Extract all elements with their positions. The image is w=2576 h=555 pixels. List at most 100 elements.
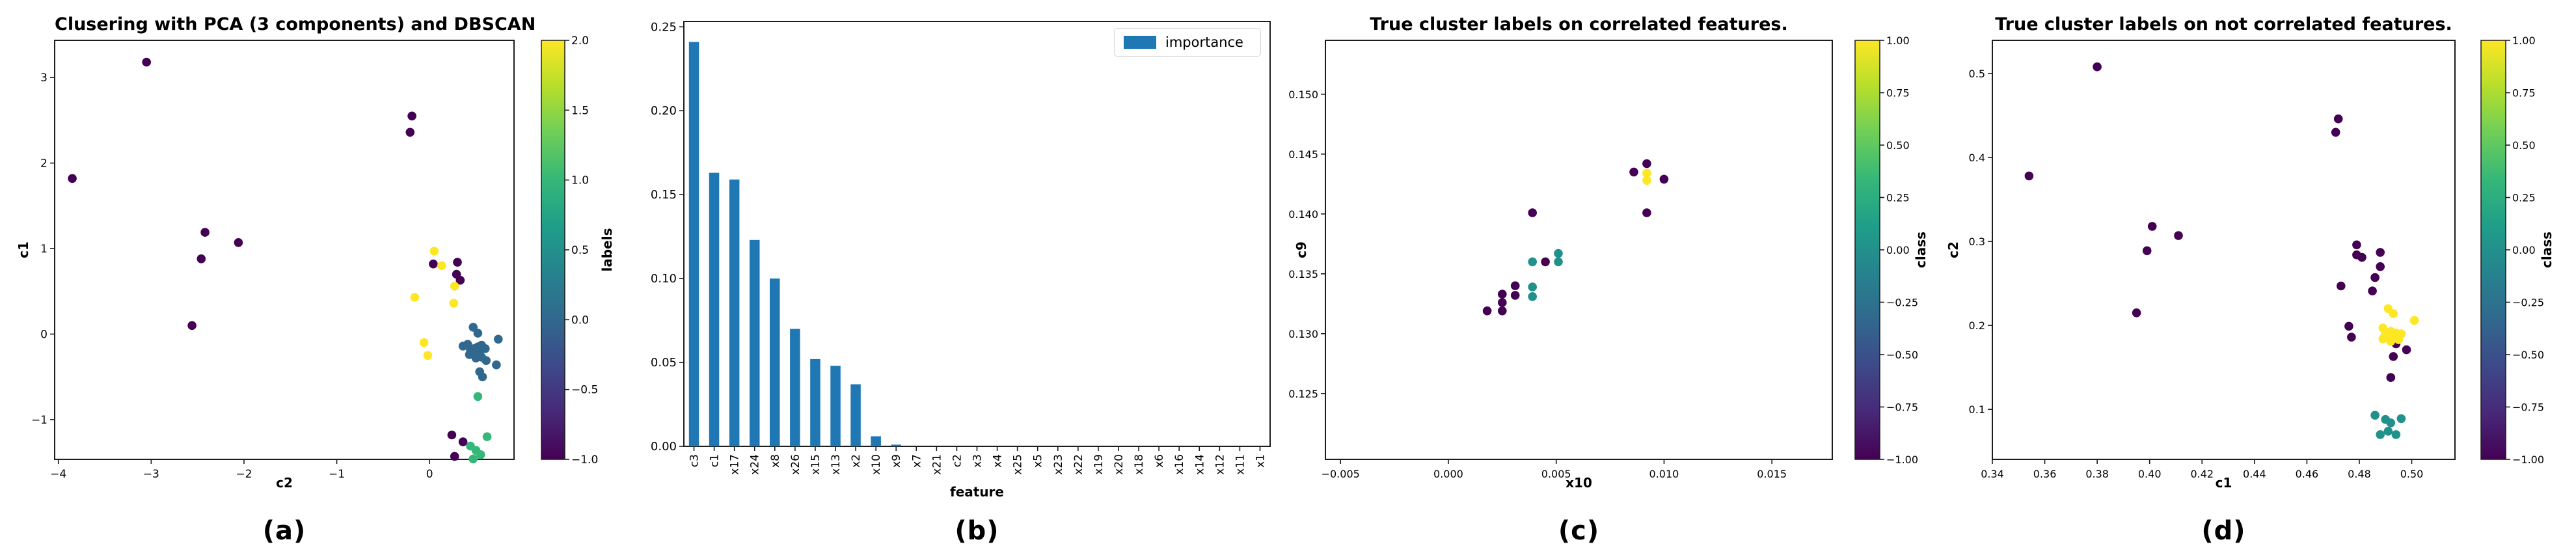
x-tick-label: x6 <box>1153 454 1166 468</box>
scatter-point <box>447 430 457 440</box>
bar <box>830 366 841 446</box>
y-axis-label-d: c2 <box>1946 241 1961 258</box>
scatter-point <box>1642 159 1651 169</box>
x-tick-label: x8 <box>769 454 782 468</box>
scatter-point <box>2386 418 2396 427</box>
scatter-point <box>492 360 501 370</box>
scatter-point <box>2147 222 2157 231</box>
scatter-point <box>2142 246 2152 256</box>
scatter-point <box>2347 332 2356 342</box>
scatter-point <box>478 372 487 381</box>
colorbar-tick-label: 0.50 <box>1886 139 1910 152</box>
x-axis-label-b: feature <box>950 484 1004 500</box>
colorbar-tick-label: −0.50 <box>2512 349 2544 361</box>
x-tick-label: x5 <box>1032 454 1045 468</box>
x-tick-label: x20 <box>1113 454 1126 475</box>
plot-border <box>54 40 515 460</box>
x-tick-label: x18 <box>1133 454 1146 475</box>
scatter-point <box>2396 414 2406 424</box>
x-tick-label: 0.36 <box>2033 468 2057 480</box>
x-axis-label-c: x10 <box>1566 475 1592 491</box>
scatter-point <box>1528 292 1537 301</box>
chart-title-a: Clusering with PCA (3 components) and DB… <box>55 14 536 34</box>
scatter-point <box>2389 330 2398 340</box>
scatter-point <box>142 57 151 67</box>
scatter-point <box>2132 308 2141 318</box>
scatter-point <box>407 111 416 121</box>
y-tick-label: 1 <box>40 243 47 256</box>
panel-caption-c: (c) <box>1558 516 1600 546</box>
x-tick-label: x14 <box>1193 454 1206 475</box>
x-tick-label: 0.010 <box>1649 468 1679 480</box>
y-tick-label: 0.05 <box>651 356 677 370</box>
scatter-point <box>2337 281 2346 291</box>
x-tick-label: 0.44 <box>2243 468 2266 480</box>
scatter-point <box>450 282 459 291</box>
scatter-point <box>476 450 485 459</box>
bar <box>729 179 740 446</box>
scatter-point <box>1642 169 1651 178</box>
x-tick-label: x22 <box>1072 454 1085 475</box>
scatter-point <box>2352 240 2361 250</box>
x-tick-label: x3 <box>971 454 984 468</box>
panel-caption-d: (d) <box>2201 516 2246 546</box>
scatter-point <box>410 293 420 302</box>
x-tick-label: 0.000 <box>1433 468 1463 480</box>
colorbar-tick-label: 1.0 <box>571 174 589 187</box>
x-tick-label: 0 <box>426 468 433 481</box>
x-tick-label: x21 <box>930 454 943 475</box>
colorbar-tick-label: −0.75 <box>2512 401 2544 414</box>
scatter-point <box>419 338 429 347</box>
colorbar-tick-label: −0.25 <box>2512 297 2544 309</box>
scatter-point <box>423 351 433 360</box>
panel-caption-b: (b) <box>955 516 999 546</box>
scatter-point <box>1642 176 1651 185</box>
y-tick-label: 0.1 <box>1969 403 1985 416</box>
scatter-point <box>482 432 492 441</box>
colorbar-tick-label: −0.5 <box>571 384 598 397</box>
colorbar-tick-label: 0.25 <box>2512 192 2536 204</box>
scatter-point <box>2333 114 2343 124</box>
scatter-point <box>2370 411 2379 420</box>
scatter-point <box>1498 306 1507 316</box>
x-tick-label: x13 <box>830 454 843 475</box>
x-tick-label: x2 <box>850 454 863 468</box>
colorbar-tick-label: 0.0 <box>571 314 589 327</box>
scatter-point <box>200 228 210 237</box>
scatter-point <box>2386 336 2396 346</box>
x-tick-label: x16 <box>1173 454 1186 475</box>
colorbar-tick-label: −0.75 <box>1886 401 1918 414</box>
bar <box>709 172 720 446</box>
scatter-point <box>2376 248 2385 257</box>
scatter-point <box>2378 334 2387 344</box>
y-tick-label: 3 <box>40 72 47 85</box>
scatter-point <box>1642 208 1651 217</box>
plot-border <box>1325 40 1833 460</box>
scatter-point <box>1528 282 1537 291</box>
x-tick-label: x9 <box>890 454 903 468</box>
scatter-point <box>2368 286 2377 296</box>
scatter-point <box>2024 171 2034 181</box>
scatter-point <box>455 275 465 285</box>
scatter-point <box>2344 321 2353 331</box>
scatter-point <box>68 174 77 183</box>
scatter-point <box>2409 316 2419 325</box>
scatter-point <box>429 247 439 256</box>
colorbar-tick-label: 0.50 <box>2512 139 2536 152</box>
colorbar-tick-label: −1.00 <box>2512 453 2544 466</box>
scatter-point <box>473 392 483 401</box>
scatter-point <box>494 334 503 344</box>
x-axis-label-a: c2 <box>276 475 293 491</box>
scatter-point <box>2389 309 2398 318</box>
scatter-point <box>405 128 415 137</box>
scatter-point <box>453 258 462 267</box>
scatter-point <box>468 454 478 464</box>
scatter-point <box>2376 262 2385 271</box>
scatter-point <box>2376 430 2385 439</box>
scatter-point <box>449 299 459 308</box>
